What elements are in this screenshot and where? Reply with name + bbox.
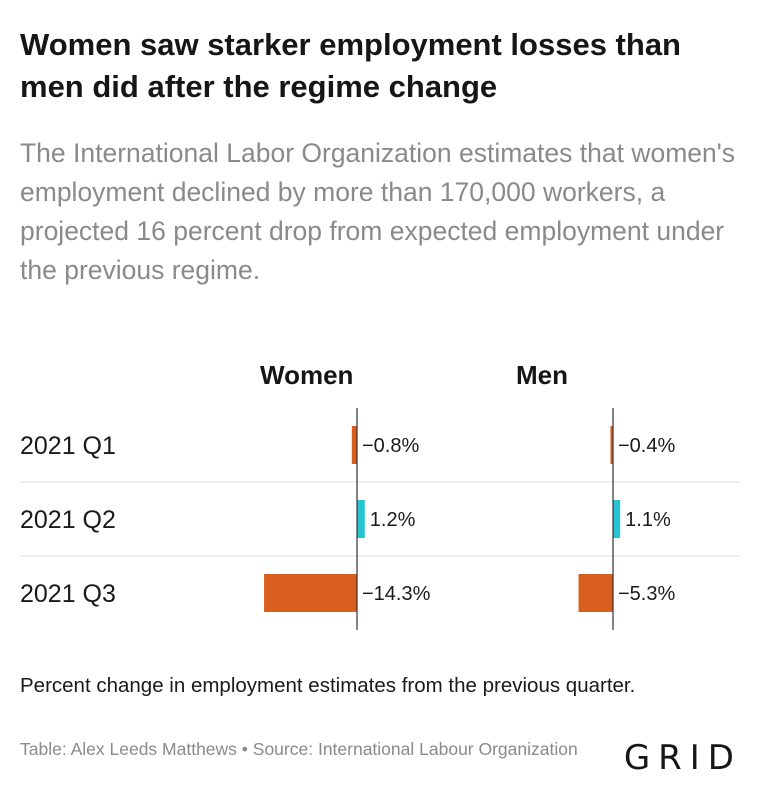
bar-men-2021-q1 — [610, 426, 613, 464]
bar-table-chart: 2021 Q1 −0.8% −0.4% 2021 Q2 1.2% 1.1% 2021 Q3 −… — [20, 408, 740, 630]
value-label: −14.3% — [362, 583, 431, 605]
value-label: −0.4% — [618, 435, 675, 457]
bar-men-2021-q2 — [613, 500, 621, 538]
column-header-women: Women — [260, 360, 354, 390]
value-label: −0.8% — [362, 435, 419, 457]
value-label: 1.1% — [625, 509, 671, 531]
bar-women-2021-q1 — [351, 426, 357, 464]
value-label: −5.3% — [618, 583, 675, 605]
column-header-men: Men — [516, 360, 568, 390]
source-credit: Table: Alex Leeds Matthews • Source: Int… — [20, 739, 578, 759]
chart-note: Percent change in employment estimates f… — [20, 674, 636, 697]
bar-men-2021-q3 — [578, 574, 613, 612]
row-label: 2021 Q2 — [20, 506, 116, 534]
value-label: 1.2% — [370, 509, 416, 531]
grid-logo: GRID — [623, 738, 742, 778]
chart-title: Women saw starker employment losses than… — [20, 27, 681, 104]
chart-subtitle: The International Labor Organization est… — [20, 138, 736, 285]
bar-women-2021-q2 — [357, 500, 365, 538]
bar-women-2021-q3 — [264, 574, 357, 612]
row-label: 2021 Q3 — [20, 580, 116, 608]
row-label: 2021 Q1 — [20, 432, 116, 460]
